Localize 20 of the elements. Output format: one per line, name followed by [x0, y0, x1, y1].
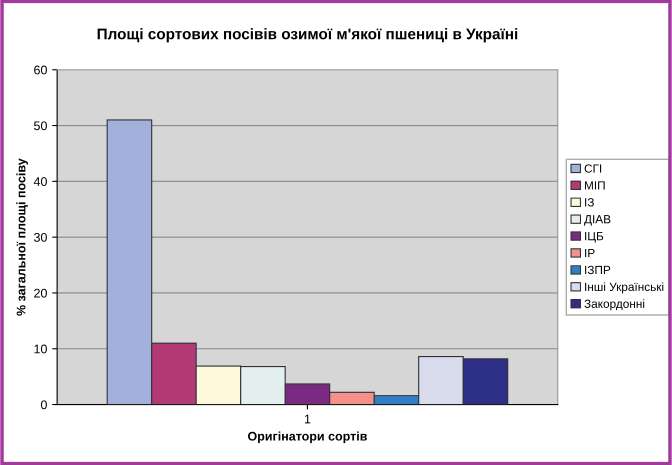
- x-tick-label: 1: [304, 414, 310, 424]
- legend-label: ІЗПР: [585, 266, 610, 274]
- legend-label: Закордонні: [584, 299, 644, 310]
- y-tick-label: 40: [34, 177, 47, 186]
- y-tick-label: 0: [40, 400, 47, 410]
- legend-label: МІП: [584, 181, 605, 190]
- y-tick-label: 60: [34, 66, 47, 74]
- chart-title: Площі сортових посівів озимої м'якої пшениці в Україні: [98, 28, 518, 42]
- legend-label: ІР: [585, 248, 595, 258]
- y-axis-title: % загальної площі посіву: [16, 158, 28, 316]
- y-tick-label: 50: [34, 121, 47, 130]
- legend-label: ІЦБ: [585, 232, 604, 243]
- legend-label: Інші Українські: [585, 282, 664, 294]
- legend-label: СГІ: [584, 164, 602, 173]
- legend-label: ІЗ: [585, 198, 594, 207]
- y-tick-label: 20: [34, 288, 47, 298]
- x-axis-title: Оригінатори сортів: [248, 431, 367, 444]
- y-tick-label: 30: [34, 232, 47, 242]
- y-tick-label: 10: [34, 344, 47, 354]
- legend-label: ДІАВ: [584, 215, 610, 226]
